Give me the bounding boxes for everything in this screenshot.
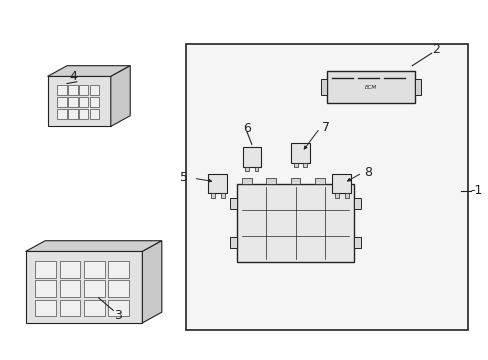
Bar (68, 97, 78, 107)
Text: 6: 6 (243, 122, 250, 135)
Bar (79, 85, 88, 95)
Bar (344, 193, 348, 198)
Polygon shape (47, 66, 130, 76)
Bar (57, 85, 66, 95)
Bar (303, 163, 306, 167)
Bar (326, 71, 414, 103)
Text: 2: 2 (432, 43, 440, 56)
Bar (57, 109, 66, 119)
Bar (186, 44, 467, 330)
Bar (293, 163, 297, 167)
Bar (84, 261, 104, 278)
Bar (108, 261, 129, 278)
Bar (68, 85, 78, 95)
Polygon shape (26, 241, 162, 251)
Polygon shape (26, 251, 142, 323)
Bar (57, 97, 66, 107)
Bar (35, 300, 56, 316)
Bar (68, 109, 78, 119)
Bar (290, 178, 300, 184)
Bar (35, 261, 56, 278)
Bar (321, 79, 326, 95)
Text: 5: 5 (180, 171, 187, 184)
Bar (314, 178, 324, 184)
Bar (84, 300, 104, 316)
Bar (60, 261, 80, 278)
Bar (108, 280, 129, 297)
Text: 3: 3 (114, 309, 122, 322)
Bar (242, 178, 251, 184)
Bar (108, 300, 129, 316)
Bar (353, 198, 361, 208)
Bar (60, 300, 80, 316)
Bar (290, 143, 309, 163)
Bar (35, 280, 56, 297)
Bar (353, 237, 361, 248)
Polygon shape (47, 76, 111, 126)
Bar (254, 167, 258, 171)
Bar (207, 174, 227, 193)
Text: -1: -1 (469, 184, 482, 197)
Bar (331, 174, 351, 193)
Bar (220, 193, 224, 198)
Text: ECM: ECM (364, 85, 376, 90)
Text: 4: 4 (69, 70, 77, 83)
Bar (245, 167, 248, 171)
Bar (229, 237, 237, 248)
Text: 8: 8 (363, 166, 371, 179)
Bar (334, 193, 338, 198)
Bar (237, 184, 353, 262)
Bar (90, 109, 99, 119)
Bar (229, 198, 237, 208)
Bar (242, 147, 261, 167)
Polygon shape (111, 66, 130, 126)
Polygon shape (142, 241, 162, 323)
Bar (90, 97, 99, 107)
Bar (79, 109, 88, 119)
Bar (79, 97, 88, 107)
Bar (84, 280, 104, 297)
Bar (339, 178, 348, 184)
Bar (60, 280, 80, 297)
Bar (90, 85, 99, 95)
Bar (266, 178, 276, 184)
Bar (210, 193, 214, 198)
Text: 7: 7 (322, 121, 329, 134)
Bar (414, 79, 420, 95)
